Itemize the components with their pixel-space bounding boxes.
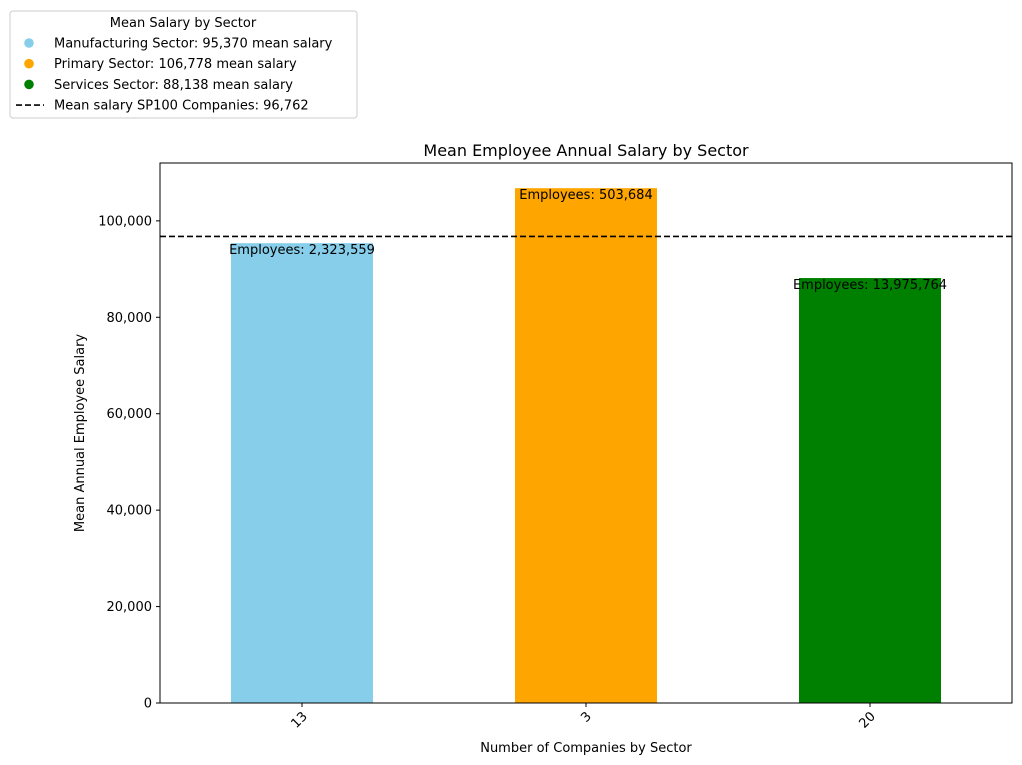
legend-marker [24, 58, 34, 69]
x-tick-label: 3 [578, 709, 594, 725]
legend-frame [9, 10, 358, 119]
plot-area: Employees: 2,323,559 Employees: 503,684 Em… [98, 162, 1013, 732]
y-tick-label: 20,000 [107, 600, 153, 615]
y-tick-label: 80,000 [107, 311, 153, 326]
x-tick-label: 13 [289, 709, 311, 731]
y-tick-label: 100,000 [98, 214, 152, 229]
bar-data-label: Employees: 13,975,764 [793, 278, 947, 293]
legend-entry-label: Primary Sector: 106,778 mean salary [54, 57, 297, 72]
bar [231, 243, 373, 703]
x-axis-label: Number of Companies by Sector [480, 741, 692, 756]
y-tick-label: 60,000 [107, 407, 153, 422]
bar [515, 188, 657, 704]
legend-entry-label: Manufacturing Sector: 95,370 mean salary [54, 37, 333, 52]
bar-data-label: Employees: 503,684 [519, 188, 652, 203]
x-tick-label: 20 [857, 709, 879, 731]
y-axis-label: Mean Annual Employee Salary [73, 334, 88, 533]
y-tick-label: 40,000 [107, 504, 153, 519]
bar [799, 278, 941, 703]
legend: Mean Salary by Sector Manufacturing Sect… [9, 10, 358, 119]
bar-data-label: Employees: 2,323,559 [229, 243, 375, 258]
legend-marker [24, 79, 34, 90]
legend-title: Mean Salary by Sector [110, 16, 257, 31]
chart-title: Mean Employee Annual Salary by Sector [423, 141, 749, 160]
y-tick-label: 0 [144, 697, 152, 712]
legend-entry-label: Mean salary SP100 Companies: 96,762 [54, 99, 309, 114]
legend-entry-label: Services Sector: 88,138 mean salary [54, 78, 293, 93]
legend-marker [24, 38, 34, 48]
